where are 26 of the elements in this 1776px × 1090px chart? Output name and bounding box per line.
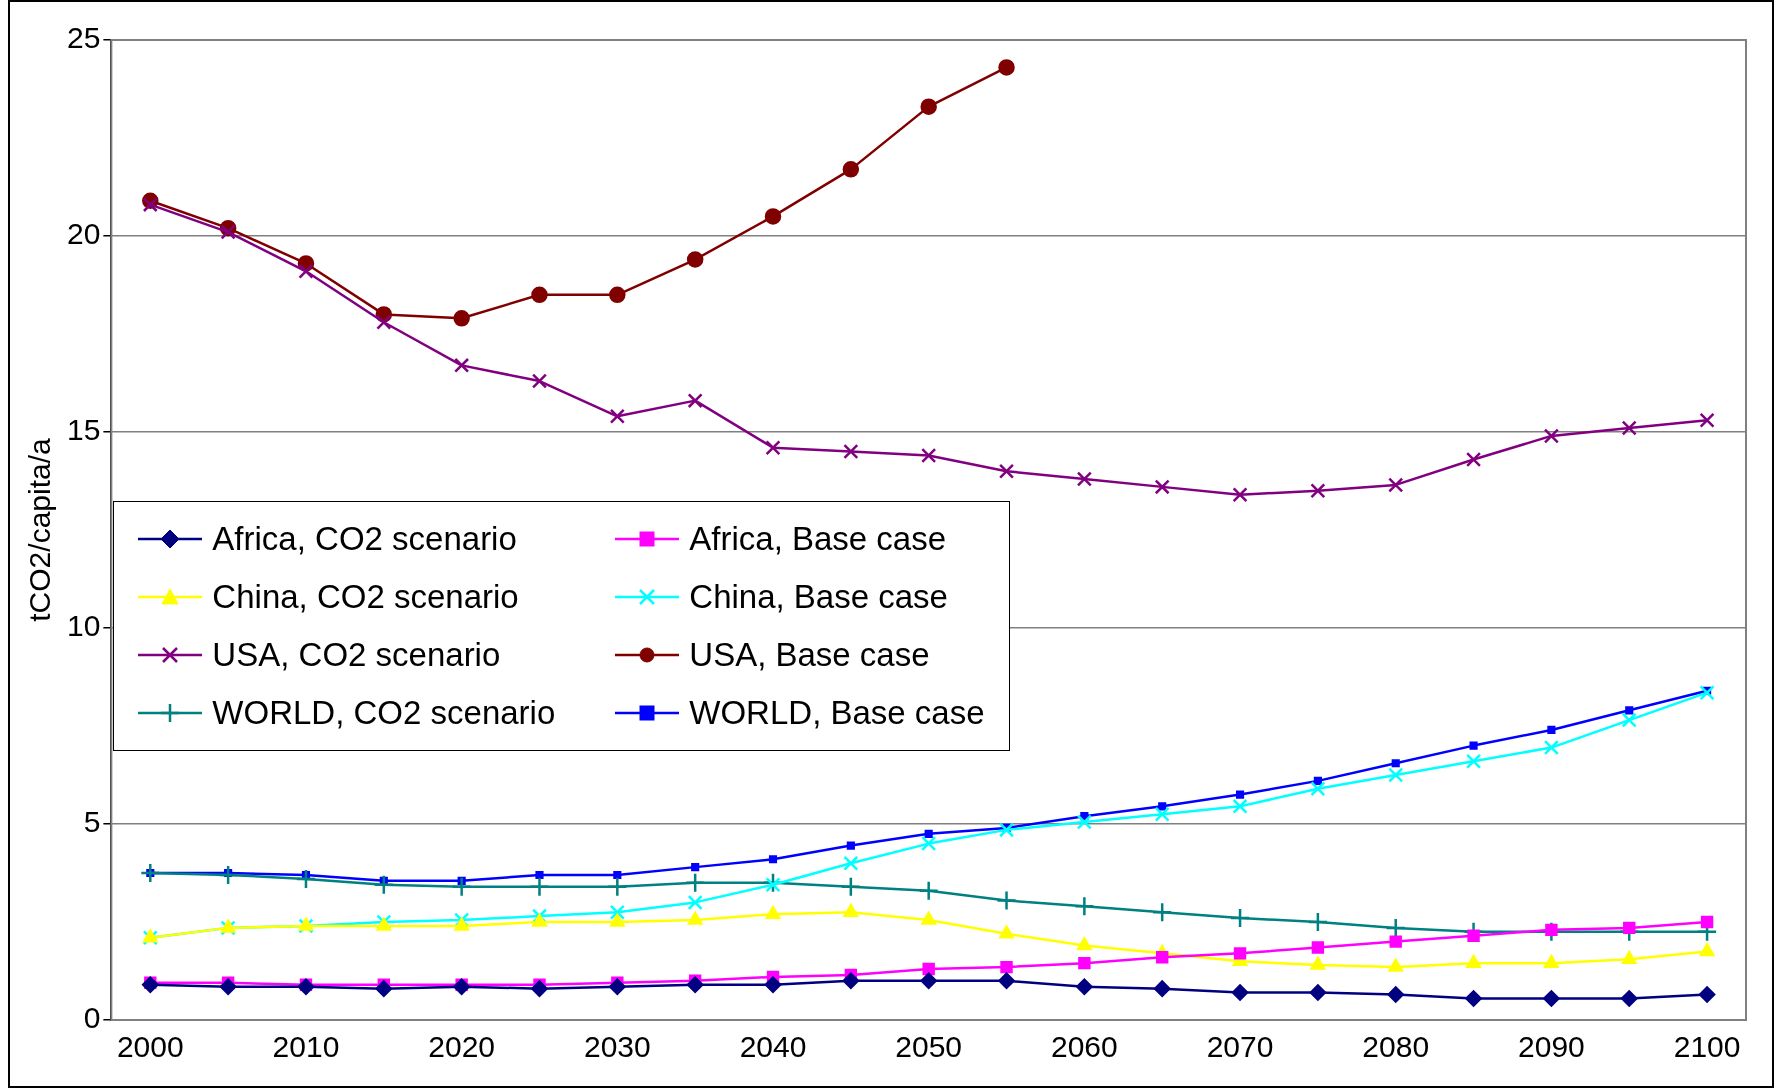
legend-label: Africa, Base case — [689, 519, 947, 558]
x-tick-label: 2070 — [1206, 1030, 1274, 1064]
x-tick-label: 2050 — [895, 1030, 963, 1064]
x-tick-label: 2090 — [1518, 1030, 1585, 1064]
y-tick-label: 0 — [83, 1001, 101, 1035]
x-tick-label: 2030 — [583, 1030, 651, 1064]
y-tick-label: 15 — [66, 413, 101, 447]
x-tick-label: 2080 — [1362, 1030, 1430, 1064]
y-tick-label: 5 — [83, 805, 101, 839]
legend-label: Africa, CO2 scenario — [212, 519, 517, 558]
x-tick-label: 2060 — [1050, 1030, 1118, 1064]
legend-label: China, CO2 scenario — [212, 577, 519, 616]
x-tick-label: 2020 — [428, 1030, 496, 1064]
legend-label: USA, Base case — [689, 635, 930, 674]
legend-label: WORLD, Base case — [689, 693, 985, 732]
y-tick-label: 10 — [66, 609, 101, 643]
y-axis-title: tCO2/capita/a — [23, 437, 57, 622]
y-tick-label: 25 — [66, 21, 101, 55]
legend-label: China, Base case — [689, 577, 948, 616]
x-tick-label: 2100 — [1673, 1030, 1741, 1064]
y-tick-label: 20 — [66, 217, 101, 251]
x-tick-label: 2040 — [739, 1030, 807, 1064]
legend-label: USA, CO2 scenario — [212, 635, 501, 674]
legend-label: WORLD, CO2 scenario — [212, 693, 556, 732]
x-tick-label: 2010 — [272, 1030, 340, 1064]
x-tick-label: 2000 — [116, 1030, 184, 1064]
